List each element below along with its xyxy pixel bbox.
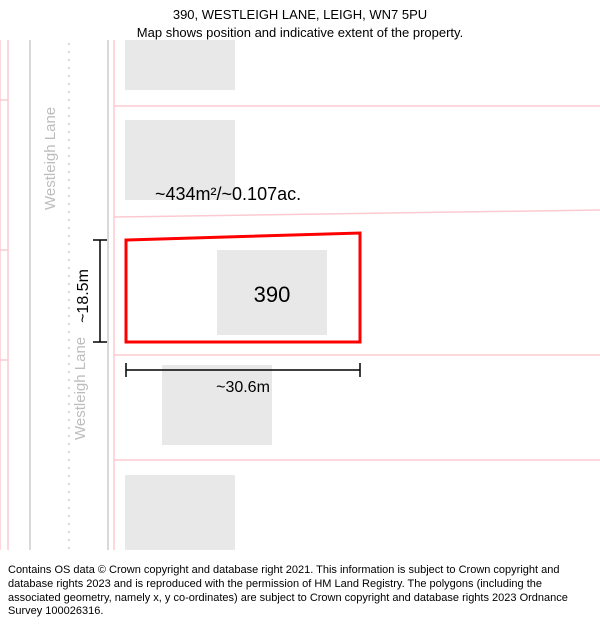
map-svg: Westleigh Lane Westleigh Lane 390 ~434m²… <box>0 40 600 550</box>
width-dimension-label: ~30.6m <box>216 379 270 396</box>
height-dimension <box>93 240 107 342</box>
house-number: 390 <box>254 282 291 307</box>
building <box>125 40 235 90</box>
building <box>125 475 235 550</box>
building-footprints <box>125 40 327 550</box>
road-label-top: Westleigh Lane <box>42 107 59 210</box>
footer-copyright: Contains OS data © Crown copyright and d… <box>0 560 600 625</box>
address-line: 390, WESTLEIGH LANE, LEIGH, WN7 5PU <box>10 6 590 24</box>
area-label: ~434m²/~0.107ac. <box>155 184 301 204</box>
map-diagram: Westleigh Lane Westleigh Lane 390 ~434m²… <box>0 40 600 550</box>
height-dimension-label: ~18.5m <box>75 269 92 323</box>
road-label-bottom: Westleigh Lane <box>72 337 89 440</box>
building <box>162 365 272 445</box>
right-plot-lines <box>114 40 600 550</box>
caption-line: Map shows position and indicative extent… <box>10 24 590 42</box>
left-plot-lines <box>0 40 8 550</box>
header: 390, WESTLEIGH LANE, LEIGH, WN7 5PU Map … <box>0 0 600 43</box>
